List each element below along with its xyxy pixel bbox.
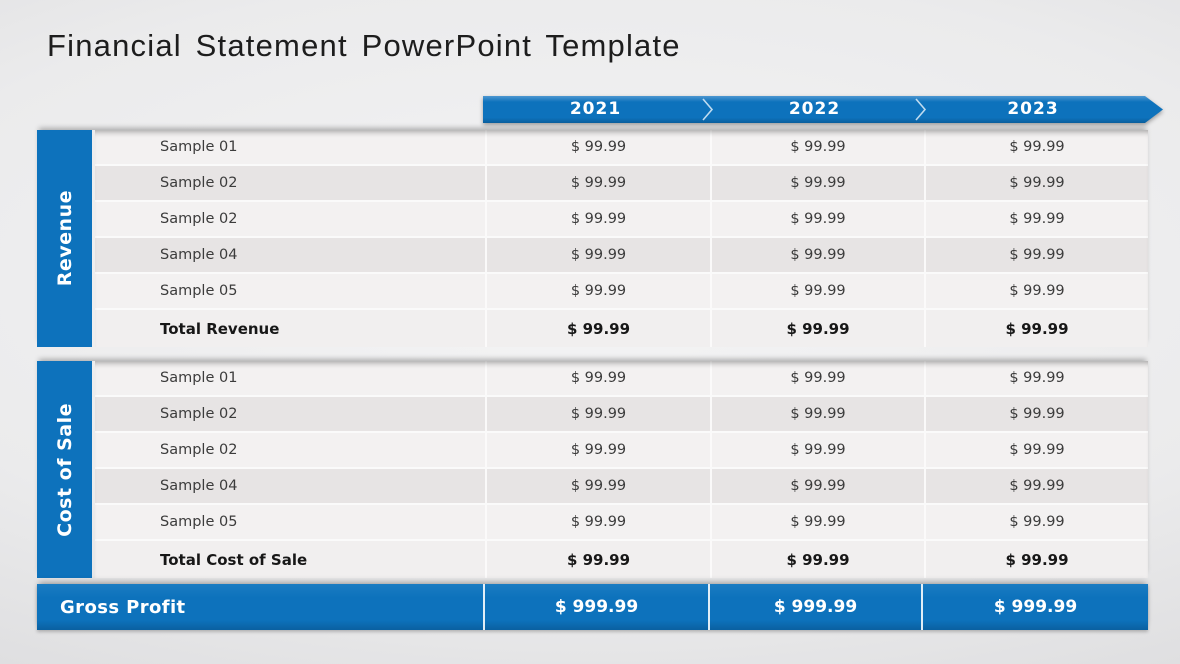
table-row: Sample 04 $ 99.99 $ 99.99 $ 99.99 xyxy=(95,238,1148,274)
cell-value: $ 99.99 xyxy=(1009,370,1065,386)
gross-profit-value-2023: $ 999.99 xyxy=(921,584,1148,630)
cell-value: $ 99.99 xyxy=(712,130,926,164)
cell-value: $ 99.99 xyxy=(1009,478,1065,494)
cell-value: $ 99.99 xyxy=(487,310,712,347)
table-row: Sample 02 $ 99.99 $ 99.99 $ 99.99 xyxy=(95,433,1148,469)
table-row: Sample 01 $ 99.99 $ 99.99 $ 99.99 xyxy=(95,361,1148,397)
cell-value: $ 99.99 xyxy=(712,202,926,236)
cell-value: $ 99.99 xyxy=(712,361,926,395)
cell-value: $ 99.99 xyxy=(487,361,712,395)
cell-value: $ 99.99 xyxy=(487,433,712,467)
cost-of-sale-side-label-text: Cost of Sale xyxy=(53,402,76,537)
row-label: Sample 05 xyxy=(95,274,487,308)
cell-value: $ 99.99 xyxy=(487,505,712,539)
cell-value: $ 99.99 xyxy=(712,397,926,431)
table-row: Sample 02 $ 99.99 $ 99.99 $ 99.99 xyxy=(95,397,1148,433)
cell-value: $ 99.99 xyxy=(487,274,712,308)
row-label: Sample 01 xyxy=(95,361,487,395)
table-row-total-revenue: Total Revenue $ 99.99 $ 99.99 $ 99.99 xyxy=(95,310,1148,347)
row-label: Sample 02 xyxy=(95,433,487,467)
row-label: Sample 04 xyxy=(95,238,487,272)
cell-value: $ 99.99 xyxy=(1009,514,1065,530)
row-label: Sample 05 xyxy=(95,505,487,539)
row-label: Sample 01 xyxy=(95,130,487,164)
revenue-rows: Sample 01 $ 99.99 $ 99.99 $ 99.99 Sample… xyxy=(95,130,1148,347)
gross-profit-value-2022: $ 999.99 xyxy=(708,584,921,630)
cell-value: $ 99.99 xyxy=(712,310,926,347)
section-cost-of-sale: Cost of Sale Sample 01 $ 99.99 $ 99.99 $… xyxy=(37,361,1148,578)
cell-value: $ 99.99 xyxy=(1005,550,1069,569)
year-header-arrow: 2021 2022 2023 xyxy=(483,96,1163,123)
table-row: Sample 05 $ 99.99 $ 99.99 $ 99.99 xyxy=(95,505,1148,541)
table-row: Sample 05 $ 99.99 $ 99.99 $ 99.99 xyxy=(95,274,1148,310)
cell-value: $ 99.99 xyxy=(487,202,712,236)
cell-value: $ 99.99 xyxy=(1009,283,1065,299)
table-row: Sample 02 $ 99.99 $ 99.99 $ 99.99 xyxy=(95,202,1148,238)
cell-value: $ 99.99 xyxy=(712,541,926,578)
cell-value: $ 99.99 xyxy=(1009,406,1065,422)
cell-value: $ 99.99 xyxy=(487,397,712,431)
gross-profit-bar: Gross Profit $ 999.99 $ 999.99 $ 999.99 xyxy=(37,584,1148,630)
row-label: Total Cost of Sale xyxy=(95,541,487,578)
year-header-2021: 2021 xyxy=(569,99,622,119)
cell-value: $ 99.99 xyxy=(487,238,712,272)
cell-value: $ 99.99 xyxy=(712,433,926,467)
table-row: Sample 01 $ 99.99 $ 99.99 $ 99.99 xyxy=(95,130,1148,166)
table-row: Sample 02 $ 99.99 $ 99.99 $ 99.99 xyxy=(95,166,1148,202)
year-header-2022: 2022 xyxy=(788,99,841,119)
year-header-2023: 2023 xyxy=(1007,99,1059,119)
cell-value: $ 99.99 xyxy=(712,469,926,503)
cell-value: $ 99.99 xyxy=(712,238,926,272)
cell-value: $ 99.99 xyxy=(487,130,712,164)
year-header-banner: 2021 2022 2023 xyxy=(483,96,1163,123)
cell-value: $ 99.99 xyxy=(487,469,712,503)
row-label: Sample 02 xyxy=(95,166,487,200)
cell-value: $ 99.99 xyxy=(1009,175,1065,191)
cell-value: $ 99.99 xyxy=(1009,247,1065,263)
cell-value: $ 99.99 xyxy=(1009,211,1065,227)
page-title: Financial Statement PowerPoint Template xyxy=(47,28,681,63)
revenue-side-label-text: Revenue xyxy=(53,190,76,287)
revenue-side-label: Revenue xyxy=(37,130,92,347)
cell-value: $ 99.99 xyxy=(712,166,926,200)
cell-value: $ 99.99 xyxy=(1009,139,1065,155)
cell-value: $ 99.99 xyxy=(1009,442,1065,458)
row-label: Sample 04 xyxy=(95,469,487,503)
row-label: Sample 02 xyxy=(95,202,487,236)
row-label: Total Revenue xyxy=(95,310,487,347)
cell-value: $ 99.99 xyxy=(487,541,712,578)
row-label: Sample 02 xyxy=(95,397,487,431)
cell-value: $ 99.99 xyxy=(712,505,926,539)
cell-value: $ 99.99 xyxy=(1005,319,1069,338)
cost-of-sale-side-label: Cost of Sale xyxy=(37,361,92,578)
gross-profit-label: Gross Profit xyxy=(60,596,186,618)
chevron-right-icon xyxy=(702,98,714,123)
gross-profit-value-2021: $ 999.99 xyxy=(483,584,708,630)
section-revenue: Revenue Sample 01 $ 99.99 $ 99.99 $ 99.9… xyxy=(37,130,1148,347)
chevron-right-icon xyxy=(915,98,927,123)
table-row: Sample 04 $ 99.99 $ 99.99 $ 99.99 xyxy=(95,469,1148,505)
table-row-total-cost-of-sale: Total Cost of Sale $ 99.99 $ 99.99 $ 99.… xyxy=(95,541,1148,578)
cell-value: $ 99.99 xyxy=(487,166,712,200)
cost-of-sale-rows: Sample 01 $ 99.99 $ 99.99 $ 99.99 Sample… xyxy=(95,361,1148,578)
cell-value: $ 99.99 xyxy=(712,274,926,308)
